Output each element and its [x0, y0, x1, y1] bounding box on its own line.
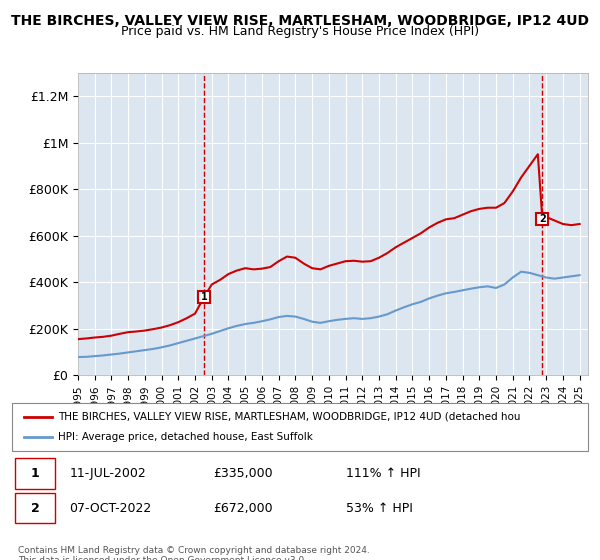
- Text: HPI: Average price, detached house, East Suffolk: HPI: Average price, detached house, East…: [58, 432, 313, 442]
- Text: 2: 2: [539, 214, 546, 224]
- Text: 53% ↑ HPI: 53% ↑ HPI: [346, 502, 413, 515]
- Text: THE BIRCHES, VALLEY VIEW RISE, MARTLESHAM, WOODBRIDGE, IP12 4UD: THE BIRCHES, VALLEY VIEW RISE, MARTLESHA…: [11, 14, 589, 28]
- Text: 2: 2: [31, 502, 40, 515]
- FancyBboxPatch shape: [12, 403, 588, 451]
- Text: Contains HM Land Registry data © Crown copyright and database right 2024.
This d: Contains HM Land Registry data © Crown c…: [18, 546, 370, 560]
- FancyBboxPatch shape: [15, 493, 55, 524]
- Text: THE BIRCHES, VALLEY VIEW RISE, MARTLESHAM, WOODBRIDGE, IP12 4UD (detached hou: THE BIRCHES, VALLEY VIEW RISE, MARTLESHA…: [58, 412, 521, 422]
- FancyBboxPatch shape: [15, 458, 55, 488]
- Text: 11-JUL-2002: 11-JUL-2002: [70, 468, 146, 480]
- Text: 1: 1: [31, 468, 40, 480]
- Text: 07-OCT-2022: 07-OCT-2022: [70, 502, 152, 515]
- Text: Price paid vs. HM Land Registry's House Price Index (HPI): Price paid vs. HM Land Registry's House …: [121, 25, 479, 38]
- Text: £672,000: £672,000: [214, 502, 273, 515]
- Text: 111% ↑ HPI: 111% ↑ HPI: [346, 468, 421, 480]
- Text: £335,000: £335,000: [214, 468, 273, 480]
- Text: 1: 1: [200, 292, 207, 302]
